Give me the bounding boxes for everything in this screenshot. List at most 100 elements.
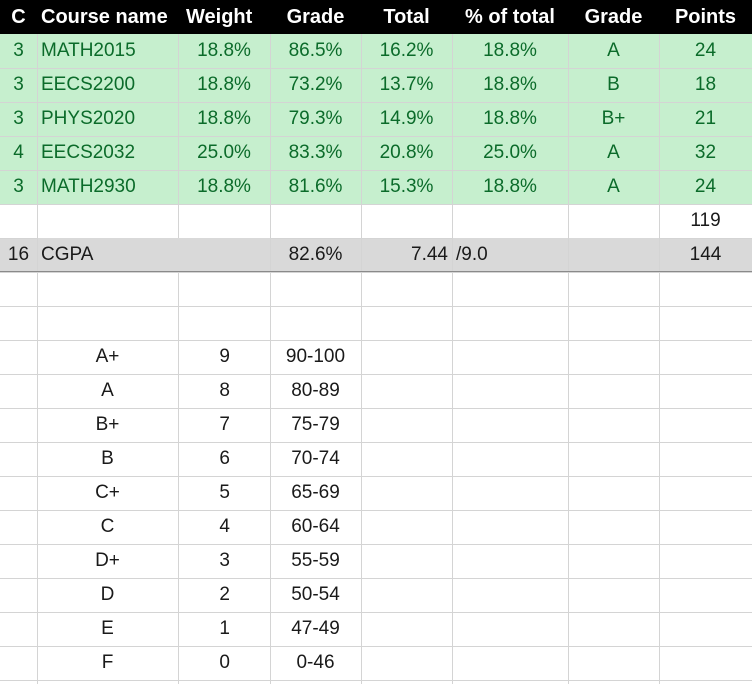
gridline-horizontal [0,204,752,205]
credits-cell[interactable]: 4 [13,142,24,163]
header-total[interactable]: Total [383,6,430,28]
scale-letter-cell[interactable]: D+ [95,550,120,571]
header-pct-of-total[interactable]: % of total [465,6,555,28]
scale-points-cell[interactable]: 4 [219,516,230,537]
scale-range-cell[interactable]: 47-49 [291,618,340,639]
grade-pct-cell[interactable]: 81.6% [288,176,343,197]
header-course-name[interactable]: Course name [41,6,168,28]
scale-letter-cell[interactable]: E [101,618,114,639]
points-cell[interactable]: 18 [694,74,717,95]
gridline-horizontal [0,68,752,69]
scale-range-cell[interactable]: 75-79 [291,414,340,435]
scale-letter-cell[interactable]: B+ [95,414,120,435]
course-name-cell[interactable]: PHYS2020 [41,108,136,129]
scale-points-cell[interactable]: 7 [219,414,230,435]
weight-cell[interactable]: 18.8% [197,176,251,197]
weight-cell[interactable]: 18.8% [197,40,251,61]
points-cell[interactable]: 21 [694,108,717,129]
grade-pct-cell[interactable]: 86.5% [288,40,343,61]
grade-pct-cell[interactable]: 73.2% [288,74,343,95]
gridline-horizontal [0,544,752,545]
scale-points-cell[interactable]: 3 [219,550,230,571]
letter-grade-cell[interactable]: A [607,176,620,197]
cgpa-row-bottom-border [0,271,752,272]
gpa-scale-cell[interactable]: /9.0 [456,244,488,265]
scale-range-cell[interactable]: 50-54 [291,584,340,605]
total-cell[interactable]: 20.8% [379,142,434,163]
points-sum-cell[interactable]: 119 [690,210,721,231]
scale-range-cell[interactable]: 70-74 [291,448,340,469]
pct-total-cell[interactable]: 25.0% [483,142,537,163]
gridline-vertical [452,34,453,684]
course-name-cell[interactable]: EECS2200 [41,74,136,95]
merged-cell-mask [38,238,270,271]
points-cell[interactable]: 32 [694,142,717,163]
scale-letter-cell[interactable]: D [100,584,115,605]
max-points-cell[interactable]: 144 [689,244,722,265]
scale-points-cell[interactable]: 2 [219,584,230,605]
letter-grade-cell[interactable]: A [607,142,620,163]
weight-cell[interactable]: 18.8% [197,108,251,129]
header-letter-grade[interactable]: Grade [584,6,643,28]
scale-points-cell[interactable]: 9 [219,346,230,367]
scale-letter-cell[interactable]: A+ [95,346,120,367]
total-cell[interactable]: 15.3% [379,176,434,197]
header-points[interactable]: Points [674,6,737,28]
scale-range-cell[interactable]: 90-100 [285,346,346,367]
grade-pct-cell[interactable]: 79.3% [288,108,343,129]
course-name-cell[interactable]: MATH2930 [41,176,136,197]
gridline-horizontal [0,578,752,579]
credits-cell[interactable]: 3 [13,40,24,61]
total-cell[interactable]: 14.9% [379,108,434,129]
scale-points-cell[interactable]: 8 [219,380,230,401]
course-name-cell[interactable]: EECS2032 [41,142,136,163]
gridline-vertical [270,34,271,684]
scale-letter-cell[interactable]: F [101,652,114,673]
header-row [0,0,752,34]
gpa-value-cell[interactable]: 7.44 [411,244,448,265]
gridline-horizontal [0,170,752,171]
course-row [0,136,752,170]
header-credits[interactable]: C [11,6,26,28]
scale-range-cell[interactable]: 0-46 [296,652,335,673]
course-row [0,34,752,68]
points-cell[interactable]: 24 [694,176,717,197]
weight-cell[interactable]: 18.8% [197,74,251,95]
credits-cell[interactable]: 3 [13,74,24,95]
header-weight[interactable]: Weight [186,6,253,28]
scale-points-cell[interactable]: 0 [219,652,230,673]
scale-range-cell[interactable]: 80-89 [291,380,340,401]
scale-letter-cell[interactable]: B [101,448,114,469]
scale-points-cell[interactable]: 6 [219,448,230,469]
overall-grade-cell[interactable]: 82.6% [288,244,343,265]
pct-total-cell[interactable]: 18.8% [483,108,537,129]
credits-cell[interactable]: 3 [13,176,24,197]
total-cell[interactable]: 13.7% [379,74,434,95]
letter-grade-cell[interactable]: B+ [601,108,626,129]
scale-letter-cell[interactable]: C+ [95,482,120,503]
gridline-horizontal [0,374,752,375]
scale-letter-cell[interactable]: A [101,380,114,401]
total-credits-cell[interactable]: 16 [7,244,30,265]
pct-total-cell[interactable]: 18.8% [483,74,537,95]
pct-total-cell[interactable]: 18.8% [483,40,537,61]
gridline-vertical [568,34,569,684]
weight-cell[interactable]: 25.0% [197,142,251,163]
course-name-cell[interactable]: MATH2015 [41,40,136,61]
scale-range-cell[interactable]: 60-64 [291,516,340,537]
credits-cell[interactable]: 3 [13,108,24,129]
scale-points-cell[interactable]: 1 [219,618,230,639]
letter-grade-cell[interactable]: B [607,74,620,95]
points-cell[interactable]: 24 [694,40,717,61]
scale-range-cell[interactable]: 65-69 [291,482,340,503]
total-cell[interactable]: 16.2% [379,40,434,61]
gridline-horizontal [0,340,752,341]
grade-pct-cell[interactable]: 83.3% [288,142,343,163]
pct-total-cell[interactable]: 18.8% [483,176,537,197]
header-grade[interactable]: Grade [286,6,345,28]
cgpa-label-cell[interactable]: CGPA [41,244,94,265]
scale-letter-cell[interactable]: C [100,516,115,537]
letter-grade-cell[interactable]: A [607,40,620,61]
scale-range-cell[interactable]: 55-59 [291,550,340,571]
scale-points-cell[interactable]: 5 [219,482,230,503]
